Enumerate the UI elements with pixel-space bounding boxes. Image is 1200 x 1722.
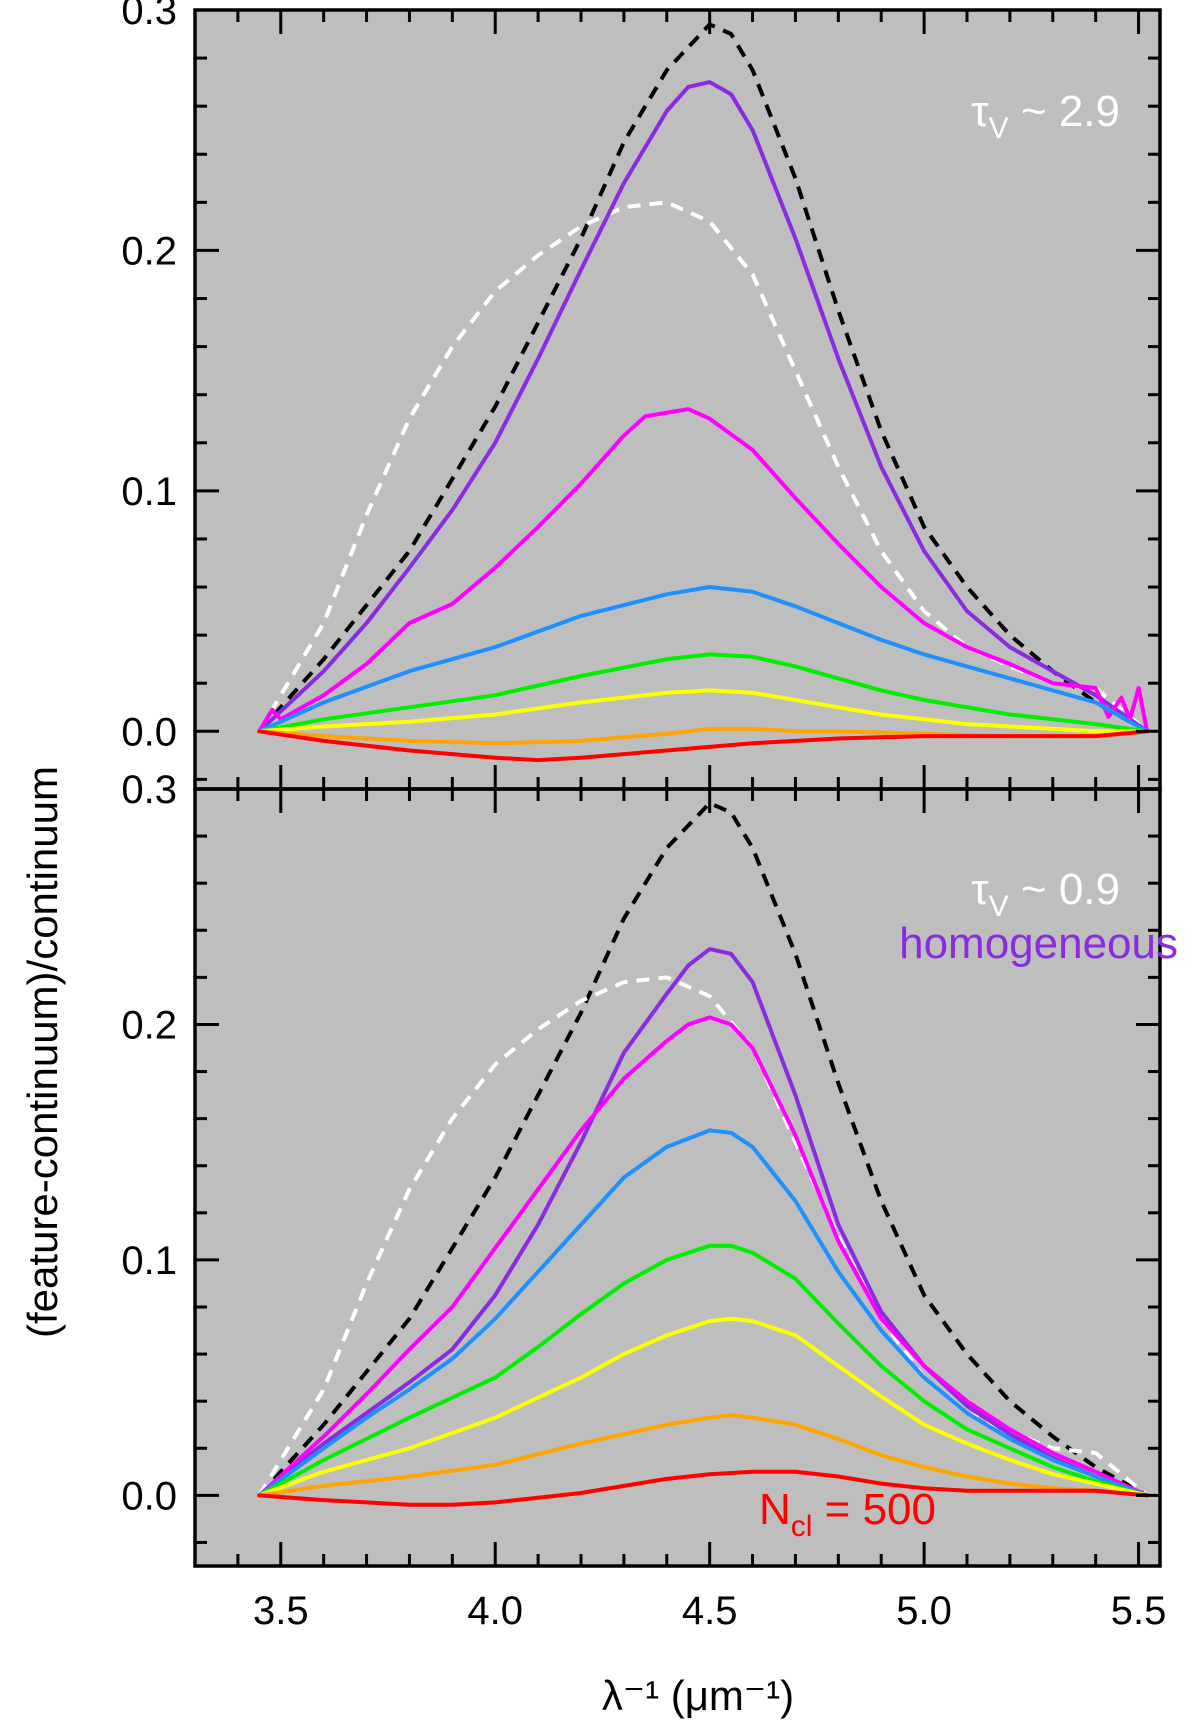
- panel-2-series-line-7: [257, 1316, 1150, 1498]
- panel-2-series-line-4: [257, 1015, 1150, 1498]
- x-tick-label: 5.0: [896, 1589, 952, 1633]
- panel-1-series-line-7: [257, 688, 1150, 734]
- x-tick-label: 3.5: [253, 1589, 309, 1633]
- panel-2-annotation-2: homogeneous: [899, 919, 1178, 968]
- panel-2-y-tick-label: 0.3: [121, 768, 177, 812]
- panel-1-series-line-3: [257, 80, 1150, 734]
- panel-1-annotation-1: τV ~ 2.9: [971, 87, 1120, 145]
- panel-1-y-tick-label: 0.2: [121, 229, 177, 273]
- tick-labels: 0.0 0.1 0.2 0.3 0.0 0.1 0.2 0.3 3.5 4.0 4.5 5.0 5.5: [121, 0, 1166, 1633]
- panel-2-series-line-6: [257, 1243, 1150, 1498]
- panel-1-series-line-1: [257, 22, 1149, 734]
- panel-1-series-line-6: [257, 652, 1150, 734]
- panel-2-series: [257, 801, 1150, 1507]
- x-tick-label: 4.0: [467, 1589, 523, 1633]
- panel-1-series-line-5: [257, 585, 1150, 734]
- axes-frames: [193, 8, 1162, 1568]
- panel-2-y-tick-label: 0.2: [121, 1003, 177, 1047]
- y-axis-title: (feature-continuum)/continuum: [19, 766, 66, 1338]
- panel-2-annotation-3: Ncl = 500: [759, 1485, 936, 1543]
- panel-2-annotation-1: τV ~ 0.9: [971, 865, 1120, 923]
- plot-lines: [257, 22, 1150, 1507]
- panel-2-y-tick-label: 0.0: [121, 1474, 177, 1518]
- panel-1-series-line-4: [257, 407, 1150, 734]
- panel-2-series-line-8: [257, 1413, 1150, 1498]
- panel-2-series-line-9: [257, 1469, 1150, 1507]
- panel-2-series-line-3: [257, 947, 1150, 1498]
- panel-1-y-tick-label: 0.0: [121, 710, 177, 754]
- panel-2-background: [195, 789, 1160, 1566]
- x-axis-title: λ⁻¹ (μm⁻¹): [602, 1672, 794, 1719]
- panel-2-frame: [193, 787, 1162, 1568]
- panel-backgrounds: [195, 10, 1160, 1566]
- axis-ticks: [193, 8, 1160, 1566]
- panel-2-series-line-1: [257, 801, 1149, 1498]
- panel-1-y-tick-label: 0.1: [121, 470, 177, 514]
- x-tick-label: 4.5: [682, 1589, 738, 1633]
- panel-1-y-tick-label: 0.3: [121, 0, 177, 33]
- panel-1-series: [257, 22, 1150, 763]
- panel-2-series-line-5: [257, 1128, 1150, 1498]
- panel-1-series-line-9: [257, 729, 1150, 763]
- x-tick-label: 5.5: [1111, 1589, 1167, 1633]
- panel-2-y-tick-label: 0.1: [121, 1239, 177, 1283]
